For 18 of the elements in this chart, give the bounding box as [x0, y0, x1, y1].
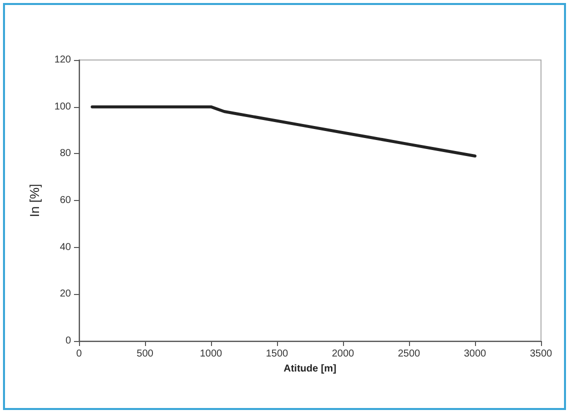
- x-axis-title: Atitude [m]: [284, 363, 336, 374]
- x-tick-label: 0: [76, 348, 82, 360]
- x-tick-label: 2000: [332, 348, 355, 360]
- x-tick-label: 3500: [530, 348, 553, 360]
- y-tick-label: 100: [54, 101, 72, 112]
- x-tick-label: 1000: [200, 348, 223, 360]
- y-tick-label: 80: [60, 148, 72, 160]
- x-tick-label: 3000: [464, 348, 487, 360]
- y-tick-label: 0: [65, 336, 72, 346]
- line-series: [90, 105, 476, 158]
- y-axis-title: In [%]: [27, 184, 42, 218]
- y-tick-label: 20: [60, 288, 72, 300]
- x-tick-label: 2500: [398, 348, 421, 360]
- y-tick-label: 40: [60, 242, 72, 253]
- y-tick-label: 60: [60, 195, 72, 206]
- x-tick-label: 500: [136, 348, 154, 360]
- y-tick-label: 120: [54, 54, 72, 66]
- x-tick-label: 1500: [266, 348, 289, 360]
